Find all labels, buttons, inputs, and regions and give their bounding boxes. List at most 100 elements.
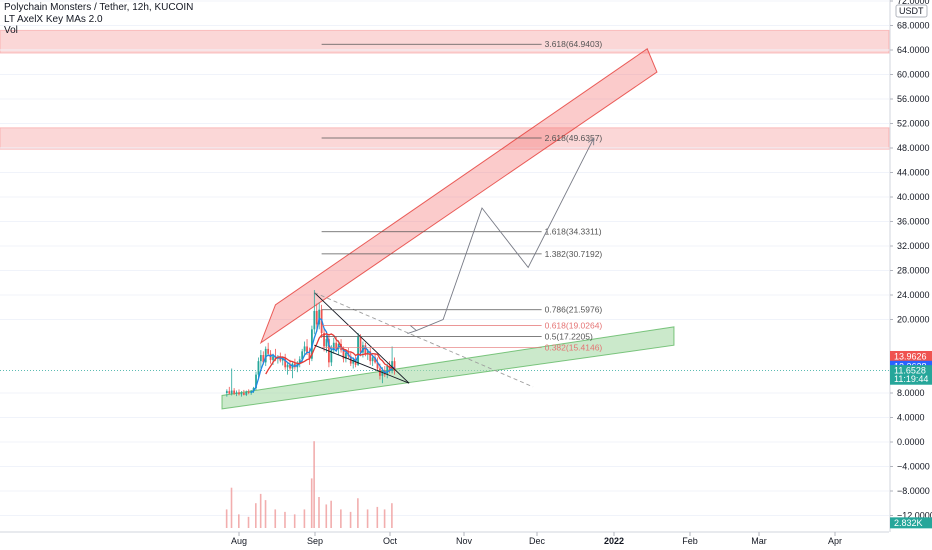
candle-9	[247, 391, 250, 393]
price-tag-3: 11:19:44	[890, 373, 932, 385]
fib-extension-levels: 3.618(64.9403) 2.618(49.6357) 1.618(34.331…	[321, 39, 603, 353]
candle-14	[259, 355, 262, 362]
price-tag-0: 13.9626	[890, 350, 932, 362]
price-tick-label-17: −4.0000	[897, 462, 930, 472]
time-tick-label-8: Apr	[828, 536, 842, 546]
candle-34	[308, 352, 311, 359]
candle-58	[366, 351, 369, 354]
price-tag-label-0: 13.9626	[894, 351, 927, 361]
price-tick-label-1: 68.0000	[897, 21, 930, 31]
candle-35	[311, 329, 313, 359]
candle-61	[374, 357, 376, 363]
volume-bar-17	[349, 511, 352, 528]
resistance-zone-0	[0, 29, 890, 54]
time-axis[interactable]: Aug Sep Oct Nov Dec 2022 Feb Mar Apr	[0, 531, 889, 546]
volume-bar-15	[330, 500, 332, 528]
fib-label-7: 0.382(15.4146)	[545, 343, 603, 353]
candle-53	[354, 359, 357, 365]
candle-54	[357, 336, 359, 365]
wedge-top-line	[314, 292, 410, 384]
candle-68	[391, 361, 393, 371]
candle-7	[242, 393, 245, 395]
fib-label-1: 2.618(49.6357)	[545, 133, 603, 143]
resistance-zones	[0, 29, 890, 150]
volume-label[interactable]: Vol	[4, 25, 18, 36]
volume-bar-8	[284, 511, 286, 528]
time-tick-label-1: Sep	[307, 536, 323, 546]
time-tick-label-3: Nov	[456, 536, 473, 546]
price-tag-label-2: 11.6528	[894, 366, 926, 376]
candle-26	[289, 364, 291, 369]
candle-67	[388, 366, 391, 371]
volume-bar-2	[238, 514, 240, 528]
candle-45	[335, 342, 338, 349]
price-tag-4: 2.832K	[890, 517, 932, 529]
price-tick-label-11: 28.0000	[897, 266, 930, 276]
volume-bar-1	[230, 487, 233, 528]
price-tag-bg-4	[890, 517, 932, 529]
candle-11	[252, 388, 255, 392]
candle-1	[228, 391, 231, 394]
candle-6	[240, 393, 243, 395]
price-tick-label-8: 40.0000	[897, 192, 930, 202]
volume-bar-21	[383, 509, 386, 528]
price-tag-bg-0	[890, 350, 932, 362]
volume-bar-11	[310, 478, 313, 528]
candle-33	[306, 346, 308, 353]
price-tick-label-14: 8.0000	[897, 388, 925, 398]
candle-30	[298, 359, 301, 363]
volume-bar-6	[264, 500, 267, 528]
price-tick-label-7: 44.0000	[897, 168, 930, 178]
volume-bar-0	[225, 509, 228, 528]
candle-64	[381, 370, 384, 376]
time-tick-label-7: Mar	[751, 536, 767, 546]
price-tick-label-16: 0.0000	[897, 437, 925, 447]
price-tick-label-3: 60.0000	[897, 70, 930, 80]
volume-bar-13	[318, 497, 320, 528]
candle-40	[323, 332, 325, 347]
price-tag-2: 11.6528	[890, 365, 932, 377]
rising-channel	[259, 48, 658, 345]
candle-0	[225, 391, 228, 393]
price-tick-label-2: 64.0000	[897, 45, 930, 55]
volume-bar-7	[274, 509, 277, 528]
fib-label-0: 3.618(64.9403)	[545, 39, 603, 49]
volume-bar-4	[255, 503, 257, 528]
fib-label-5: 0.618(19.0264)	[545, 320, 603, 330]
price-tag-label-4: 2.832K	[894, 518, 923, 528]
candle-44	[332, 342, 335, 351]
fib-label-4: 0.786(21.5976)	[545, 305, 603, 315]
volume-bars	[225, 441, 393, 528]
volume-bar-16	[340, 509, 342, 528]
volume-bar-19	[366, 509, 369, 528]
price-tick-label-12: 24.0000	[897, 290, 930, 300]
candle-31	[301, 351, 304, 360]
candle-55	[359, 336, 362, 353]
price-tick-label-10: 32.0000	[897, 241, 930, 251]
candle-17	[267, 348, 270, 354]
candle-49	[345, 352, 347, 359]
projection-path	[407, 137, 595, 334]
indicator-label[interactable]: LT AxelX Key MAs 2.0	[4, 13, 103, 25]
volume-bar-20	[376, 506, 379, 528]
candle-19	[272, 356, 274, 360]
price-tick-label-5: 52.0000	[897, 119, 930, 129]
fib-label-2: 1.618(34.3311)	[545, 227, 602, 237]
price-tick-label-13: 20.0000	[897, 315, 930, 325]
price-tick-label-9: 36.0000	[897, 217, 930, 227]
moving-averages	[250, 317, 395, 394]
candle-2	[230, 390, 233, 394]
projection-line	[416, 137, 595, 331]
volume-bar-22	[391, 503, 393, 528]
volume-bar-3	[247, 516, 250, 528]
time-tick-label-4: Dec	[529, 536, 546, 546]
candle-5	[238, 392, 240, 395]
candle-37	[315, 310, 318, 325]
chart-title[interactable]: Polychain Monsters / Tether, 12h, KUCOIN	[4, 2, 194, 13]
candle-38	[318, 309, 321, 325]
price-axis[interactable]: 72.0000 68.0000 64.0000 60.0000 56.0000 52.00…	[889, 0, 932, 532]
price-tick-label-6: 48.0000	[897, 143, 930, 153]
candle-36	[313, 310, 316, 330]
candle-69	[393, 361, 396, 371]
